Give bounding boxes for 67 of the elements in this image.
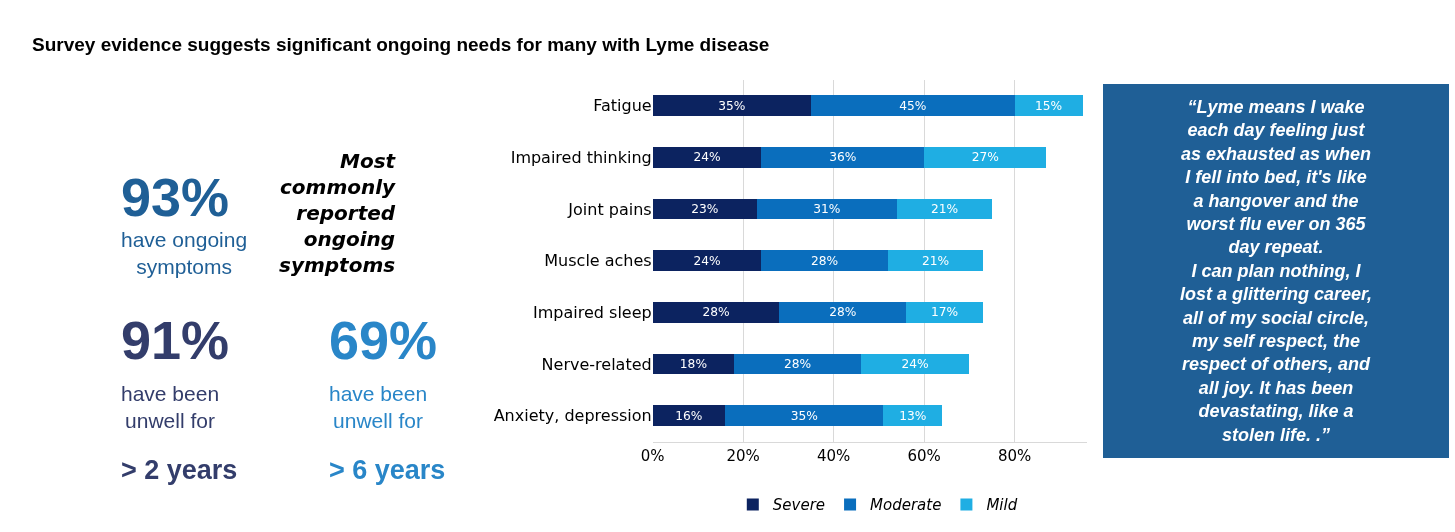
data-label: 28% [811,253,839,268]
data-label: 17% [930,305,959,320]
x-tick-label: 0% [640,446,665,465]
data-label: 15% [1034,98,1063,113]
legend-label: Severe [772,496,826,515]
bar [897,198,993,220]
data-label: 45% [899,98,927,113]
x-tick-label: 20% [726,446,760,465]
text: Most commonly reported ongoing symptoms [279,149,397,277]
data-label: 31% [813,202,841,217]
bar [811,95,1015,116]
bar [761,146,925,168]
y-tick-label: Impaired sleep [533,302,652,322]
data-label: 27% [971,150,999,165]
bar [883,405,943,427]
bar [756,198,898,220]
data-label: 24% [693,253,721,268]
bar [652,198,757,220]
bar [1014,95,1083,116]
data-label: 18% [679,357,707,372]
y-tick-label: Nerve-related [541,354,652,374]
bar [734,353,861,375]
bar [652,405,726,427]
bar [652,146,762,168]
data-label: 13% [899,408,927,423]
text: 91% [121,310,230,370]
y-tick-label: Fatigue [593,96,652,116]
data-label: 36% [829,150,857,165]
y-tick-label: Impaired thinking [510,147,652,167]
bar [652,95,812,116]
text: Survey evidence suggests significant ongoing needs for many with Lyme disease [32,33,770,55]
text: “Lyme means I wake each day feeling just as exhausted as when I fell into bed, it's like a hangover and the worst flu ever on 365 day repeat. I can plan nothing, I lost a glittering career, all of my social circle, my self respect, the respect of others, and all joy. It has been devastating, like a stolen life. .” [1179,97,1373,445]
text: have been unwell for [121,382,220,433]
text: 69% [329,310,438,370]
text: have ongoing symptoms [121,228,248,279]
data-label: 35% [718,98,746,113]
data-label: 28% [783,357,812,372]
bar [906,302,983,323]
x-tick-label: 60% [907,446,941,465]
data-label: 21% [930,202,959,217]
data-label: 24% [901,357,929,372]
text: 93% [121,167,230,227]
data-label: 35% [790,408,818,423]
text: > 6 years [329,455,446,485]
legend-label: Mild [986,496,1018,515]
text: have been unwell for [329,382,428,433]
y-tick-label: Joint pains [567,199,652,219]
data-label: 28% [702,305,730,320]
data-label: 21% [921,253,950,268]
x-tick-label: 80% [997,446,1032,465]
bar [887,250,983,272]
bar [725,405,884,427]
bar [652,250,762,272]
data-label: 23% [691,202,719,217]
y-tick-label: Anxiety, depression [493,406,652,426]
text: > 2 years [121,455,238,485]
legend-label: Moderate [870,496,942,515]
data-label: 24% [693,150,721,165]
data-label: 16% [675,408,703,423]
y-tick-label: Muscle aches [544,251,652,271]
bar [924,146,1047,168]
bar [860,353,970,375]
x-tick-label: 40% [817,446,851,465]
bar [652,302,780,323]
bar [761,250,888,272]
data-label: 28% [829,305,857,320]
bar [779,302,907,323]
